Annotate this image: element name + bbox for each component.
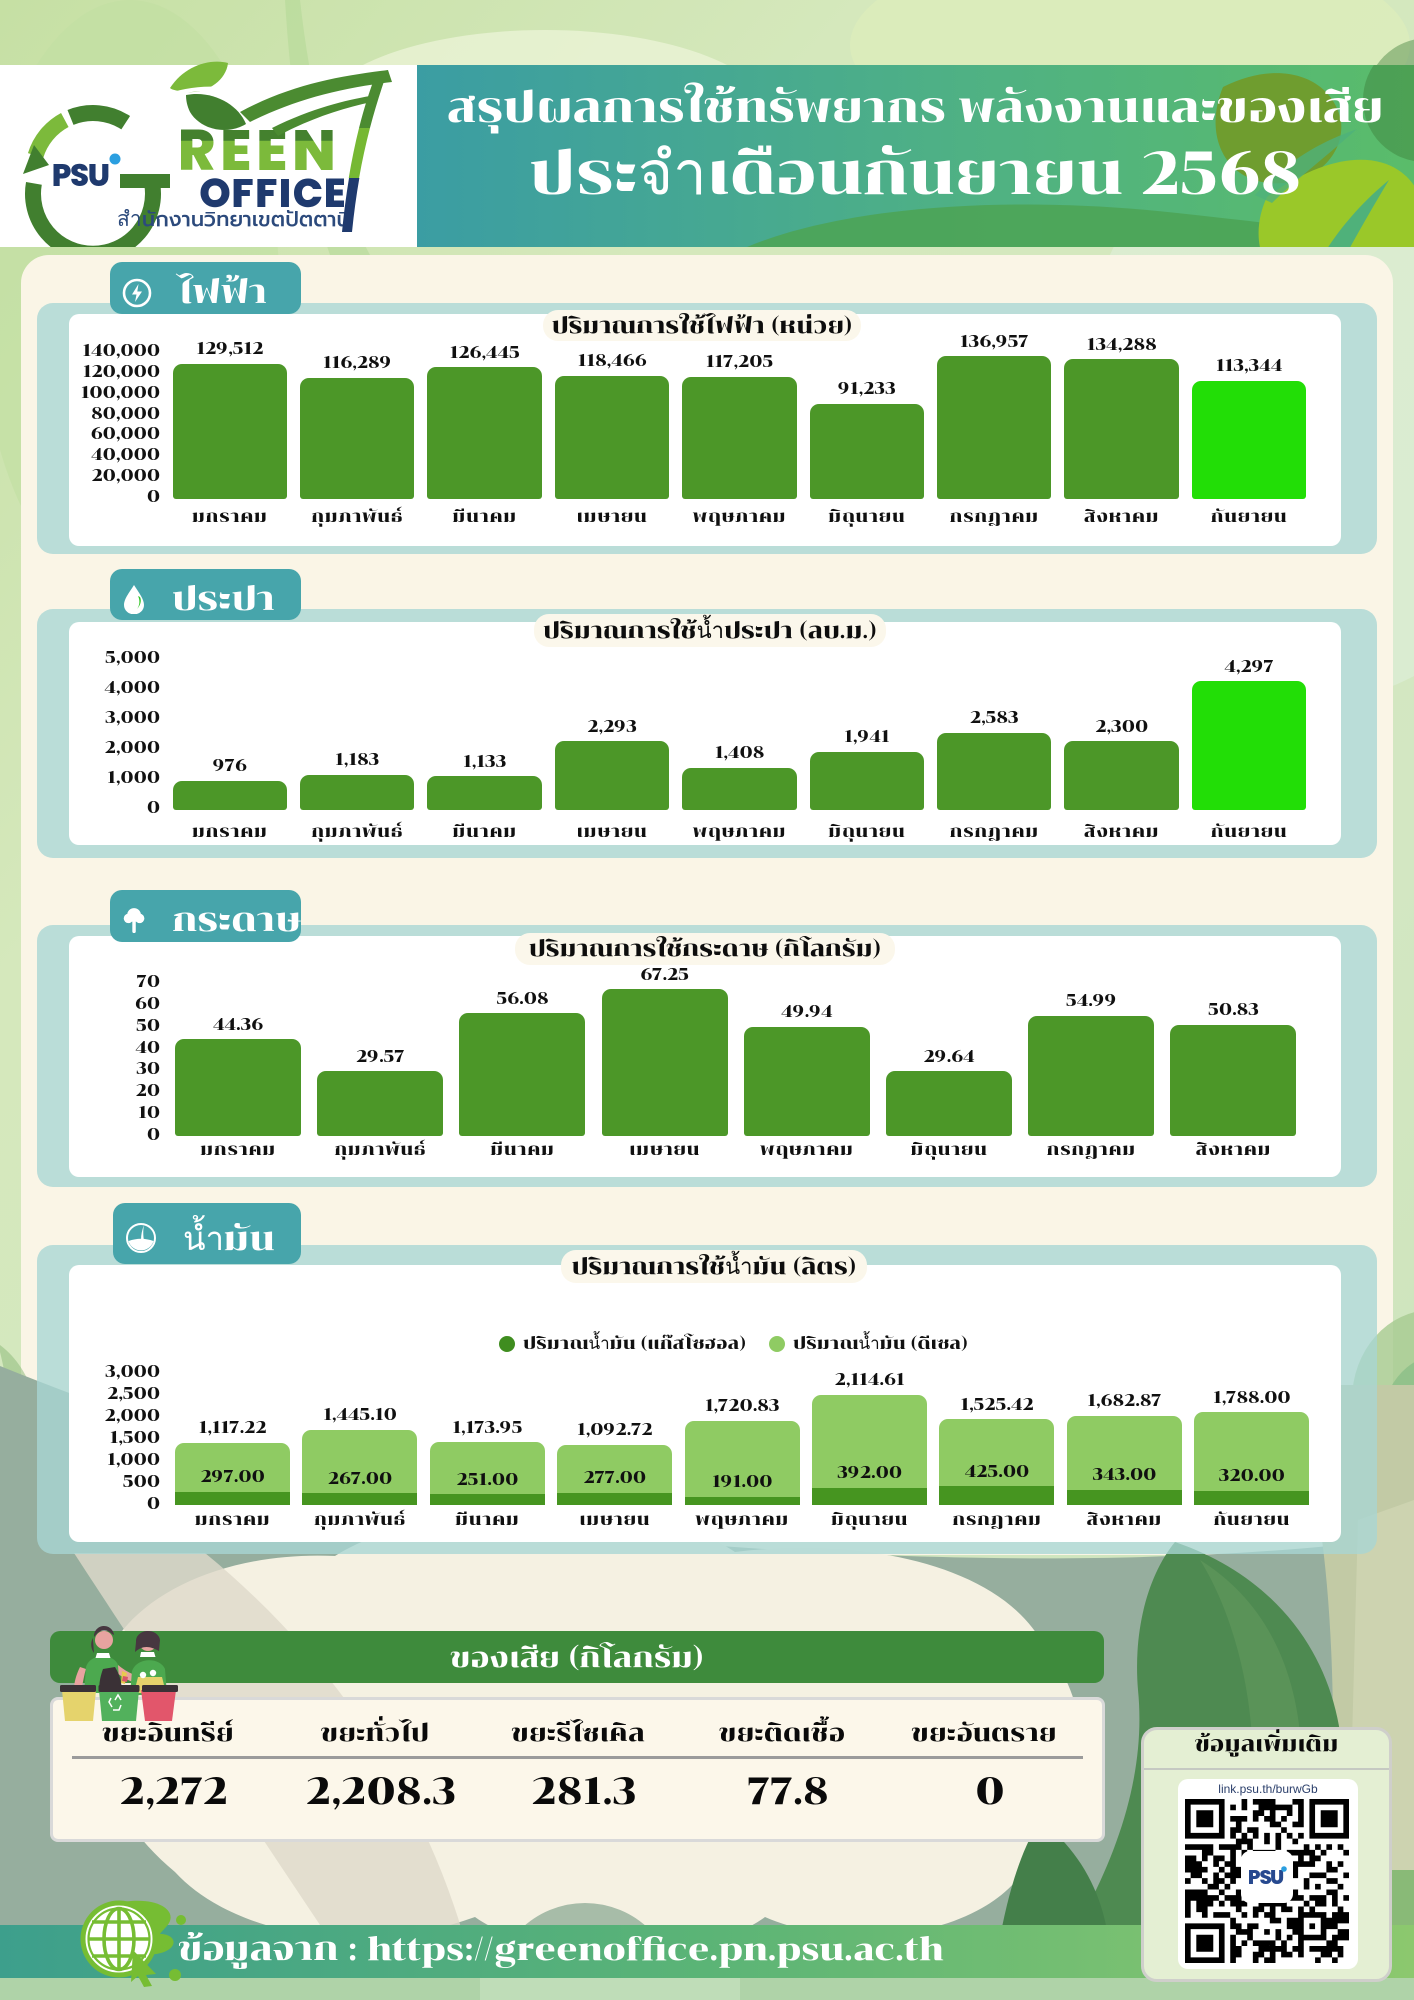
svg-text:OFFICE: OFFICE <box>199 165 347 221</box>
svg-text:PSU: PSU <box>1248 1863 1283 1891</box>
svg-text:REEN: REEN <box>178 110 341 190</box>
svg-text:สำนักงานวิทยาเขตปัตตานี: สำนักงานวิทยาเขตปัตตานี <box>117 203 350 235</box>
svg-text:PSU: PSU <box>52 153 109 197</box>
